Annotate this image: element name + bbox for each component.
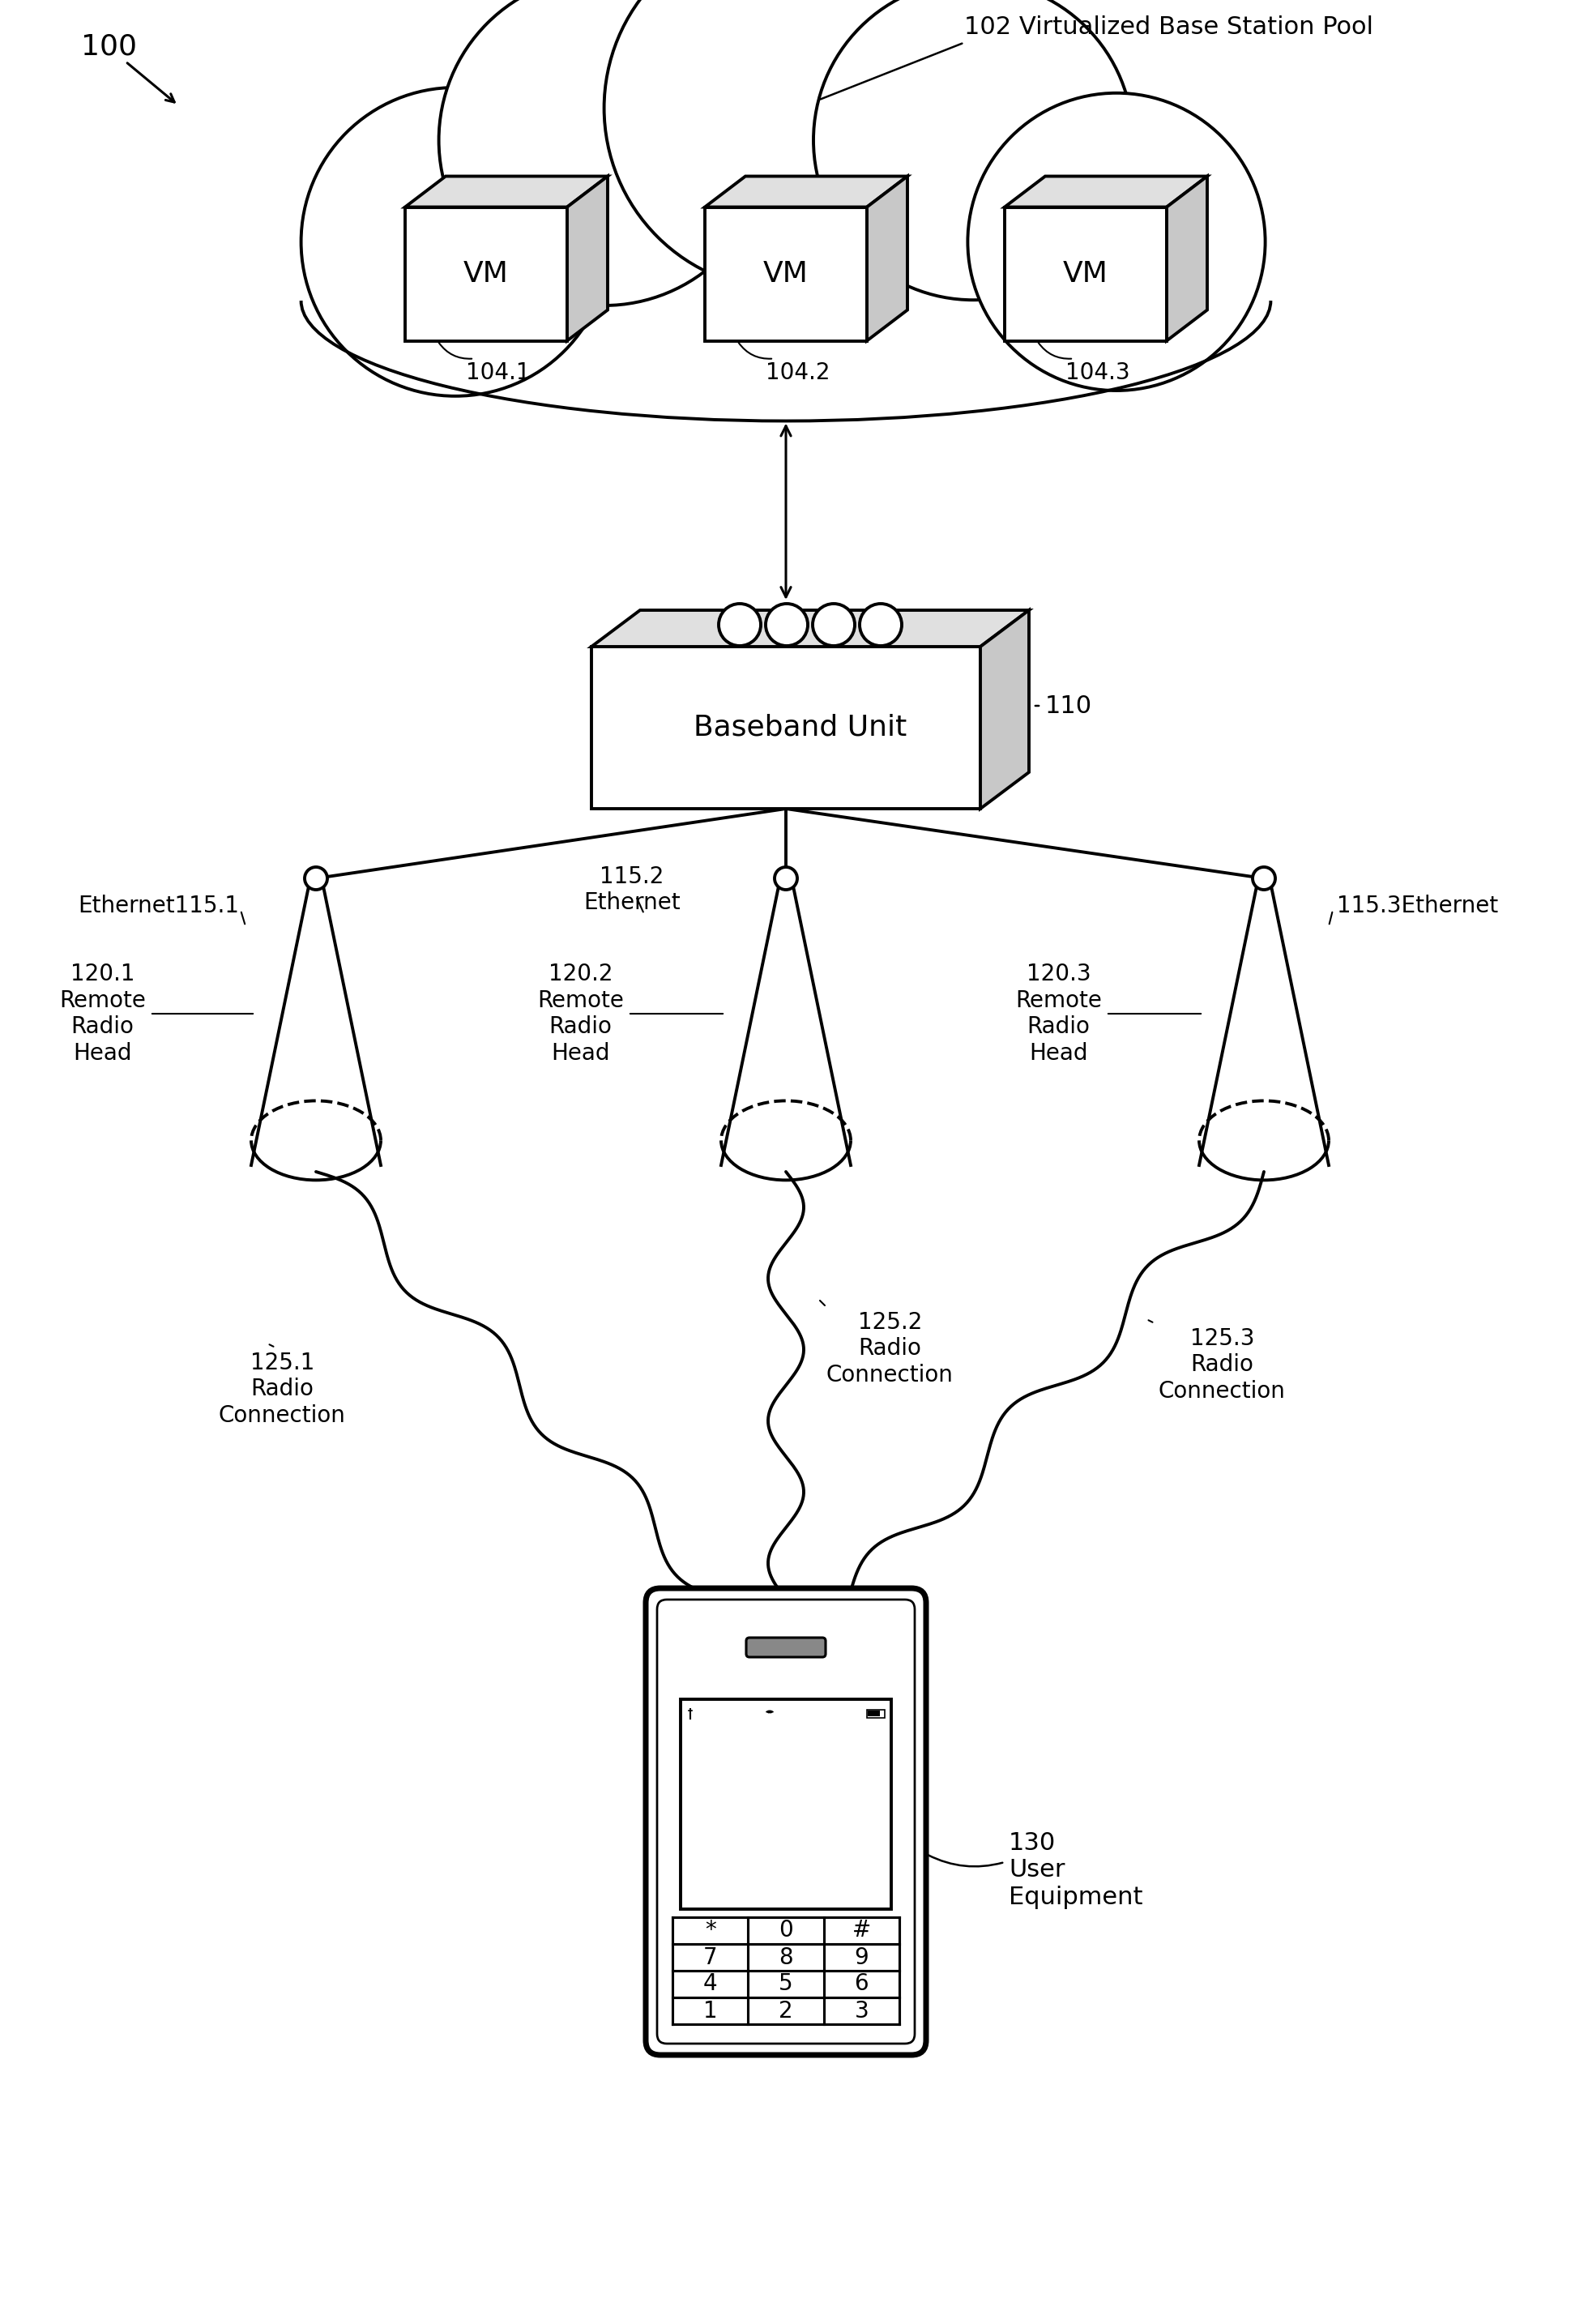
- Polygon shape: [567, 177, 608, 342]
- Polygon shape: [591, 646, 980, 809]
- Text: 125.1
Radio
Connection: 125.1 Radio Connection: [218, 1353, 346, 1427]
- Text: 125.3
Radio
Connection: 125.3 Radio Connection: [1158, 1327, 1285, 1401]
- Polygon shape: [867, 1710, 880, 1717]
- Polygon shape: [1004, 207, 1166, 342]
- Polygon shape: [1004, 177, 1207, 207]
- Text: VM: VM: [1062, 260, 1108, 288]
- Polygon shape: [591, 611, 1029, 646]
- Text: 102 Virtualized Base Station Pool: 102 Virtualized Base Station Pool: [963, 14, 1373, 40]
- Text: VM: VM: [764, 260, 807, 288]
- Circle shape: [302, 88, 610, 395]
- FancyBboxPatch shape: [646, 1587, 925, 2054]
- Text: *: *: [704, 1920, 715, 1943]
- Text: 120.1
Remote
Radio
Head: 120.1 Remote Radio Head: [60, 962, 146, 1064]
- FancyBboxPatch shape: [746, 1638, 825, 1657]
- Text: 110: 110: [1045, 695, 1092, 718]
- Text: 120.3
Remote
Radio
Head: 120.3 Remote Radio Head: [1015, 962, 1101, 1064]
- Text: 2: 2: [778, 1999, 793, 2022]
- Polygon shape: [317, 153, 1254, 307]
- Polygon shape: [405, 207, 567, 342]
- Text: 0: 0: [778, 1920, 793, 1943]
- Text: 125.2
Radio
Connection: 125.2 Radio Connection: [826, 1311, 954, 1387]
- Polygon shape: [302, 0, 1269, 421]
- Text: 115.3Ethernet: 115.3Ethernet: [1337, 895, 1497, 918]
- Text: 130
User
Equipment: 130 User Equipment: [1009, 1831, 1142, 1910]
- Circle shape: [1252, 867, 1274, 890]
- Text: 9: 9: [855, 1945, 869, 1968]
- Circle shape: [968, 93, 1265, 390]
- Polygon shape: [1199, 878, 1327, 1164]
- Text: 3: 3: [855, 1999, 869, 2022]
- Text: 104.1: 104.1: [467, 360, 529, 383]
- Circle shape: [814, 0, 1133, 300]
- Text: 8: 8: [778, 1945, 793, 1968]
- Text: 115.2
Ethernet: 115.2 Ethernet: [583, 865, 680, 913]
- Circle shape: [438, 0, 768, 304]
- Text: #: #: [851, 1920, 870, 1943]
- Circle shape: [305, 867, 327, 890]
- Circle shape: [775, 867, 796, 890]
- Polygon shape: [867, 177, 906, 342]
- Polygon shape: [980, 611, 1029, 809]
- Text: Ethernet115.1: Ethernet115.1: [77, 895, 239, 918]
- Text: Baseband Unit: Baseband Unit: [693, 713, 906, 741]
- Text: 4: 4: [702, 1973, 716, 1996]
- Text: 6: 6: [855, 1973, 869, 1996]
- Circle shape: [765, 604, 807, 646]
- Text: 120.2
Remote
Radio
Head: 120.2 Remote Radio Head: [537, 962, 624, 1064]
- Polygon shape: [721, 878, 850, 1164]
- Circle shape: [603, 0, 968, 290]
- Circle shape: [718, 604, 760, 646]
- Polygon shape: [1166, 177, 1207, 342]
- Text: 100: 100: [82, 33, 137, 60]
- Text: 104.2: 104.2: [765, 360, 829, 383]
- Polygon shape: [680, 1699, 891, 1908]
- Polygon shape: [405, 177, 608, 207]
- Polygon shape: [704, 177, 906, 207]
- Text: 1: 1: [702, 1999, 716, 2022]
- Circle shape: [812, 604, 855, 646]
- Text: VM: VM: [463, 260, 509, 288]
- Text: 5: 5: [778, 1973, 793, 1996]
- Polygon shape: [704, 207, 867, 342]
- Text: 104.3: 104.3: [1065, 360, 1130, 383]
- Circle shape: [859, 604, 902, 646]
- Polygon shape: [251, 878, 380, 1164]
- Text: 7: 7: [702, 1945, 716, 1968]
